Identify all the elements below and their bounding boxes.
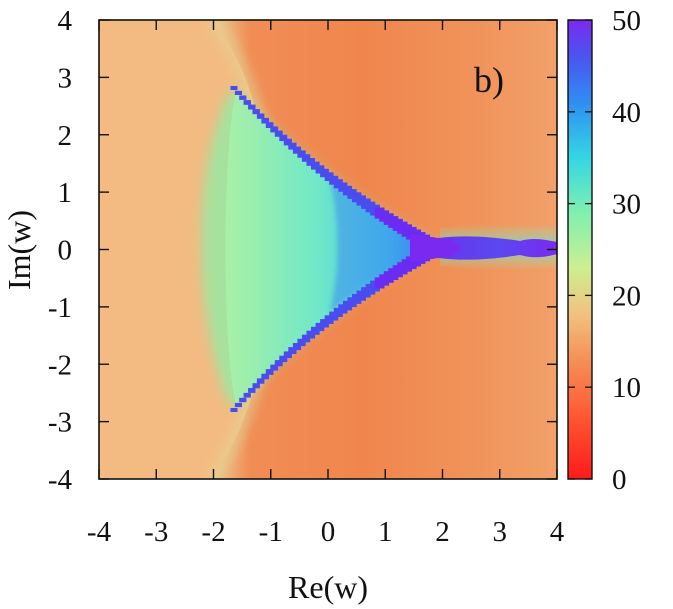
colorbar-tick-label: 10 bbox=[612, 372, 641, 404]
boundary-cell bbox=[320, 168, 329, 178]
boundary-cell bbox=[230, 86, 238, 90]
boundary-cell bbox=[288, 347, 297, 354]
heatmap-wedge-inner-blue bbox=[330, 180, 432, 312]
y-tick-label: -2 bbox=[48, 349, 72, 381]
boundary-cell bbox=[301, 154, 311, 162]
y-tick-label: -1 bbox=[48, 292, 72, 324]
x-tick-label: 3 bbox=[493, 516, 508, 548]
colorbar-ticks: 0 10 20 30 40 50 bbox=[568, 5, 641, 496]
boundary-cell bbox=[315, 165, 325, 174]
colorbar-tick-label: 30 bbox=[612, 189, 641, 221]
boundary-cell bbox=[283, 138, 292, 146]
boundary-cell bbox=[243, 100, 251, 105]
x-tick-label: 2 bbox=[435, 516, 450, 548]
boundary-cell bbox=[306, 330, 315, 339]
boundary-cell bbox=[301, 334, 311, 343]
boundary-cell bbox=[324, 315, 334, 324]
y-tick-label: 2 bbox=[58, 120, 73, 152]
y-tick-label: 0 bbox=[58, 235, 73, 267]
boundary-cell bbox=[329, 175, 339, 185]
boundary-cell bbox=[230, 408, 238, 412]
y-tick-label: 1 bbox=[58, 177, 73, 209]
boundary-cell bbox=[252, 109, 260, 115]
boundary-cell bbox=[256, 378, 265, 384]
boundary-cell bbox=[338, 182, 348, 192]
boundary-cell bbox=[297, 150, 306, 158]
boundary-cell bbox=[239, 397, 247, 403]
boundary-cell bbox=[248, 388, 256, 393]
boundary-cell bbox=[234, 90, 242, 95]
x-tick-label: -4 bbox=[87, 516, 112, 548]
boundary-cell bbox=[248, 104, 256, 110]
x-tick-label: -3 bbox=[144, 516, 168, 548]
boundary-cell bbox=[279, 134, 288, 142]
colorbar-tick-label: 0 bbox=[612, 464, 627, 496]
boundary-cell bbox=[324, 172, 334, 181]
boundary-cell bbox=[270, 126, 279, 133]
boundary-cell bbox=[311, 161, 320, 170]
boundary-cell bbox=[338, 304, 348, 314]
boundary-cell bbox=[288, 142, 297, 150]
colorbar bbox=[567, 19, 593, 480]
heatmap-cusp bbox=[410, 234, 462, 262]
colorbar-tick-label: 50 bbox=[612, 5, 641, 37]
boundary-cell bbox=[243, 392, 251, 398]
boundary-cell bbox=[292, 343, 302, 351]
boundary-cell bbox=[274, 130, 283, 137]
boundary-cell bbox=[261, 117, 269, 124]
x-tick-label: 1 bbox=[378, 516, 393, 548]
colorbar-tick-label: 40 bbox=[612, 97, 641, 129]
panel-label: b) bbox=[474, 60, 504, 100]
y-tick-label: 4 bbox=[58, 5, 73, 37]
boundary-cell bbox=[320, 319, 329, 328]
boundary-cell bbox=[292, 146, 302, 154]
heatmap-tail-core bbox=[438, 236, 557, 260]
y-axis-title: Im(w) bbox=[1, 210, 37, 290]
heatmap-field bbox=[99, 20, 557, 479]
y-axis-ticks: -4 -3 -2 -1 0 1 2 3 4 bbox=[48, 5, 557, 496]
boundary-cell bbox=[274, 360, 283, 367]
boundary-cell bbox=[279, 355, 288, 363]
y-tick-label: -3 bbox=[48, 407, 72, 439]
boundary-cell bbox=[265, 369, 274, 375]
boundary-cell bbox=[239, 95, 247, 100]
heatmap-wedge-interior bbox=[225, 92, 432, 404]
x-tick-label: -1 bbox=[259, 516, 283, 548]
x-tick-label: 4 bbox=[550, 516, 565, 548]
x-axis-ticks: -4 -3 -2 -1 0 1 2 3 4 bbox=[87, 20, 565, 548]
y-tick-label: 3 bbox=[58, 62, 73, 94]
boundary-cell bbox=[329, 311, 339, 321]
boundary-cell bbox=[265, 122, 274, 128]
x-tick-label: 0 bbox=[321, 516, 336, 548]
boundary-cell bbox=[311, 326, 320, 335]
x-tick-label: -2 bbox=[201, 516, 225, 548]
x-axis-title: Re(w) bbox=[288, 569, 368, 605]
boundary-cell bbox=[270, 364, 279, 371]
boundary-cell bbox=[297, 338, 306, 347]
boundary-cell bbox=[256, 113, 265, 119]
boundary-cell bbox=[306, 158, 315, 166]
boundary-cell bbox=[261, 373, 269, 380]
colorbar-tick-label: 20 bbox=[612, 280, 641, 312]
y-tick-label: -4 bbox=[48, 464, 73, 496]
boundary-cell bbox=[234, 402, 242, 408]
boundary-cell bbox=[283, 351, 292, 359]
boundary-cell bbox=[252, 383, 260, 389]
boundary-cell bbox=[315, 322, 325, 332]
